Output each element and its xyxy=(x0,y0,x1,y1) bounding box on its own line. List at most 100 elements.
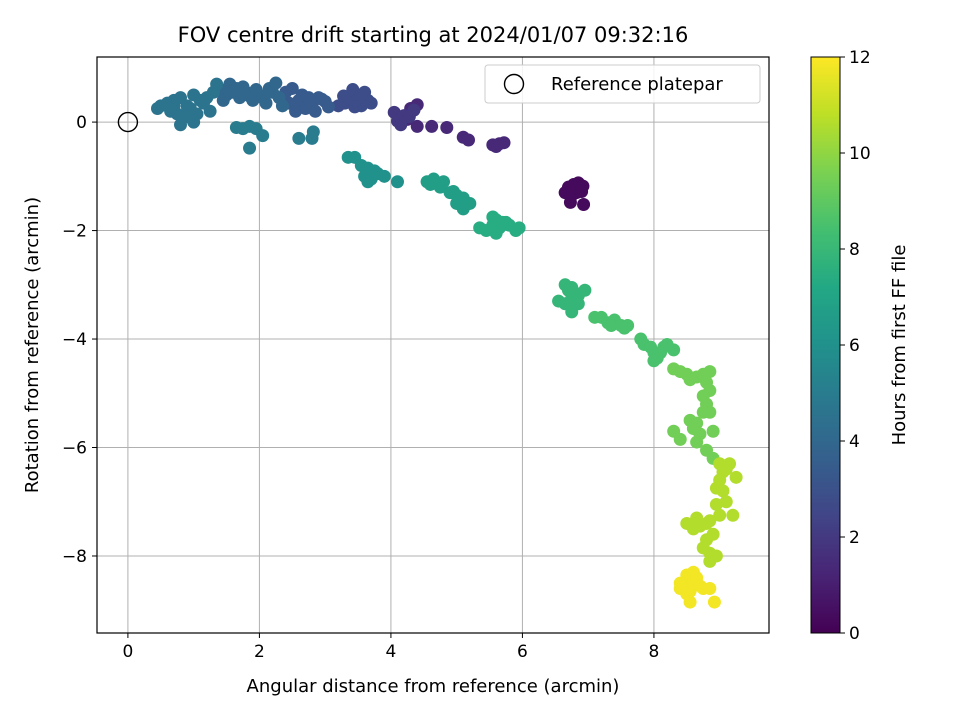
colorbar-ticks: 0 2 4 6 8 10 12 xyxy=(840,48,871,644)
data-point xyxy=(497,136,511,150)
data-point xyxy=(437,175,451,189)
data-point xyxy=(446,185,460,199)
plot-frame xyxy=(96,56,770,634)
data-point xyxy=(709,497,723,511)
data-point xyxy=(337,89,351,103)
colorbar-tick-label: 10 xyxy=(849,144,871,164)
chart-title: FOV centre drift starting at 2024/01/07 … xyxy=(178,23,689,47)
data-point xyxy=(275,99,289,113)
data-point xyxy=(285,81,299,95)
colorbar-tick-label: 2 xyxy=(849,528,860,548)
data-point xyxy=(364,96,378,110)
data-point xyxy=(486,210,500,224)
legend: Reference platepar xyxy=(484,64,761,104)
data-point xyxy=(390,175,404,189)
data-point xyxy=(707,595,721,609)
data-point xyxy=(575,185,589,199)
data-points xyxy=(150,76,743,609)
x-tick-label: 6 xyxy=(517,642,528,662)
data-point xyxy=(565,305,579,319)
data-point xyxy=(456,202,470,216)
y-axis-label: Rotation from reference (arcmin) xyxy=(22,197,43,493)
colorbar-tick-label: 12 xyxy=(849,48,871,68)
data-point xyxy=(331,99,345,113)
y-tick-label: −6 xyxy=(62,439,87,459)
colorbar-tick-label: 4 xyxy=(849,432,860,452)
data-point xyxy=(348,100,362,114)
y-tick-label: −8 xyxy=(62,547,87,567)
data-point xyxy=(706,424,720,438)
data-point xyxy=(703,554,717,568)
data-point xyxy=(578,283,592,297)
data-point xyxy=(203,104,217,118)
y-tick-label: −2 xyxy=(62,222,87,242)
data-point xyxy=(302,91,316,105)
data-point xyxy=(723,457,737,471)
colorbar-tick-label: 0 xyxy=(849,624,860,644)
data-point xyxy=(647,354,661,368)
data-point xyxy=(726,508,740,522)
data-point xyxy=(713,508,727,522)
reference-marker xyxy=(117,111,139,133)
data-point xyxy=(425,119,439,133)
data-point xyxy=(716,484,730,498)
data-point xyxy=(703,582,717,596)
data-point xyxy=(236,80,250,94)
data-point xyxy=(673,576,687,590)
x-ticks: 0 2 4 6 8 xyxy=(122,633,659,662)
data-point xyxy=(256,91,270,105)
data-point xyxy=(719,495,733,509)
data-point xyxy=(402,110,416,124)
data-point xyxy=(361,175,375,189)
data-point xyxy=(321,100,335,114)
x-tick-label: 4 xyxy=(386,642,397,662)
legend-box xyxy=(484,64,761,104)
x-tick-label: 0 xyxy=(122,642,133,662)
data-point xyxy=(563,195,577,209)
data-point xyxy=(306,125,320,139)
data-point xyxy=(696,405,710,419)
data-point xyxy=(289,104,303,118)
colorbar-tick-label: 6 xyxy=(849,336,860,356)
data-point xyxy=(690,435,704,449)
data-point xyxy=(690,511,704,525)
legend-entry-reference: Reference platepar xyxy=(551,74,723,95)
y-ticks: 0 −2 −4 −6 −8 xyxy=(62,113,97,567)
data-point xyxy=(292,131,306,145)
data-point xyxy=(354,88,368,102)
data-point xyxy=(371,167,385,181)
data-point xyxy=(410,119,424,133)
legend-marker-icon xyxy=(503,73,525,95)
data-point xyxy=(604,318,618,332)
data-point xyxy=(308,104,322,118)
data-point xyxy=(243,141,257,155)
data-point xyxy=(269,76,283,90)
x-tick-label: 2 xyxy=(254,642,265,662)
data-point xyxy=(440,121,454,135)
data-point xyxy=(729,470,743,484)
data-point xyxy=(167,99,181,113)
data-point xyxy=(703,365,717,379)
data-point xyxy=(489,226,503,240)
colorbar-label: Hours from first FF file xyxy=(889,245,910,446)
data-point xyxy=(683,595,697,609)
data-point xyxy=(180,110,194,124)
colorbar-tick-label: 8 xyxy=(849,240,860,260)
data-point xyxy=(558,186,572,200)
data-point xyxy=(680,516,694,530)
data-point xyxy=(210,77,224,91)
data-point xyxy=(256,129,270,143)
data-point xyxy=(512,221,526,235)
data-point xyxy=(673,432,687,446)
x-tick-label: 8 xyxy=(649,642,660,662)
x-axis-label: Angular distance from reference (arcmin) xyxy=(247,676,620,697)
data-point xyxy=(462,133,476,147)
y-tick-label: 0 xyxy=(76,113,87,133)
data-point xyxy=(577,198,591,212)
plot-area: 0 2 4 6 8 0 −2 −4 −6 −8 xyxy=(62,56,770,662)
colorbar: 0 2 4 6 8 10 12 Hours from first FF file xyxy=(810,48,910,644)
colorbar-gradient xyxy=(810,56,841,634)
data-point xyxy=(216,93,230,107)
data-point xyxy=(617,321,631,335)
